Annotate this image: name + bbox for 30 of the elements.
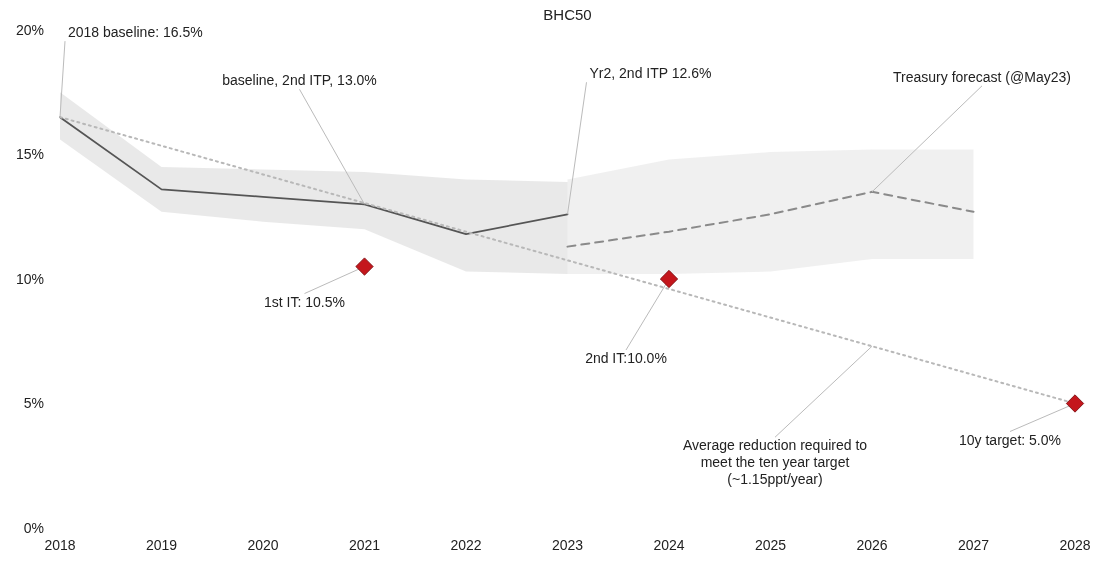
- annotation: 2nd IT:10.0%: [585, 350, 667, 366]
- y-tick-label: 15%: [15, 146, 44, 163]
- x-tick-label: 2026: [856, 537, 888, 553]
- y-tick-label: 10%: [15, 270, 44, 287]
- annotation: Treasury forecast (@May23): [893, 68, 1071, 85]
- x-tick-label: 2028: [1059, 537, 1091, 553]
- x-tick-label: 2027: [957, 537, 990, 553]
- line-series: [59, 116, 569, 236]
- y-tick-label: 5%: [23, 395, 44, 412]
- point: [355, 257, 374, 276]
- x-tick-label: 2023: [551, 537, 584, 553]
- x-tick-label: 2020: [247, 537, 279, 553]
- x-tick-label: 2019: [145, 537, 178, 553]
- x-tick-label: 2024: [653, 537, 685, 553]
- point: [659, 269, 679, 289]
- annotation: baseline, 2nd ITP, 13.0%: [222, 72, 377, 89]
- point: [1065, 394, 1085, 413]
- annotation: Average reduction required to meet the ten year target (~1.15ppt/year): [682, 437, 868, 488]
- x-tick-label: 2018: [44, 537, 76, 553]
- x-tick-label: 2025: [754, 537, 787, 553]
- y-tick-label: 0%: [23, 519, 44, 536]
- chart-title: BHC50: [543, 6, 592, 23]
- annotation: 10y target: 5.0%: [959, 431, 1061, 448]
- line-series: [566, 190, 975, 248]
- x-tick-label: 2021: [348, 537, 381, 553]
- x-tick-label: 2022: [450, 537, 482, 553]
- annotation: Yr2, 2nd ITP 12.6%: [589, 65, 712, 82]
- annotation: 2018 baseline: 16.5%: [68, 24, 203, 41]
- annotation: 1st IT: 10.5%: [264, 293, 345, 310]
- y-tick-label: 20%: [15, 21, 44, 38]
